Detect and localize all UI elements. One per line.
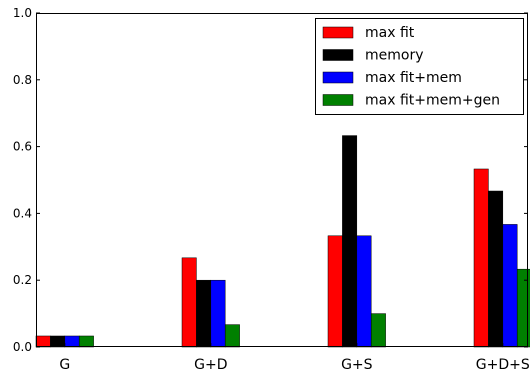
y-tick-label: 0.0: [13, 340, 32, 354]
legend-label: max fit: [365, 25, 415, 41]
bar-max-fit-mem-gen-g-d: [224, 324, 240, 348]
bar-memory-g-d: [196, 279, 212, 348]
y-tick-label: 1.0: [13, 6, 32, 20]
x-axis: G G+D G+S G+D+S: [59, 343, 530, 373]
bar-max-fit-g-d: [181, 257, 197, 348]
bar-max-fit-mem-g: [64, 335, 80, 348]
bar-max-fit-mem-gen-g-s: [370, 313, 386, 348]
bar-max-fit-mem-g-d: [210, 279, 226, 348]
y-axis: 0.0 0.2 0.4 0.6 0.8 1.0: [13, 6, 528, 354]
bar-max-fit-g-d-s: [473, 168, 489, 348]
x-tick-label: G+D+S: [476, 357, 530, 373]
legend-swatch: [322, 26, 354, 39]
y-tick-label: 0.4: [13, 206, 32, 220]
bars-layer: [35, 135, 530, 348]
legend-label: memory: [365, 48, 424, 64]
bar-max-fit-mem-g-s: [356, 235, 372, 348]
legend-swatch: [322, 94, 354, 106]
bar-max-fit-g: [35, 335, 51, 348]
bar-memory-g-d-s: [488, 190, 504, 348]
bar-memory-g: [50, 335, 66, 348]
bar-max-fit-mem-gen-g-d-s: [516, 268, 530, 348]
legend-swatch: [322, 49, 354, 61]
legend-swatch: [322, 71, 354, 84]
x-tick-label: G+D: [194, 357, 227, 373]
x-tick-label: G+S: [341, 357, 373, 373]
bar-max-fit-mem-gen-g: [78, 335, 94, 348]
legend: max fit memory max fit+mem max fit+mem+gen: [315, 18, 524, 115]
legend-label: max fit+mem: [365, 70, 462, 86]
bar-max-fit-g-s: [327, 235, 343, 348]
y-tick-label: 0.8: [13, 73, 32, 87]
x-tick-label: G: [59, 357, 70, 373]
legend-label: max fit+mem+gen: [365, 93, 500, 109]
bar-memory-g-s: [342, 135, 358, 348]
y-tick-label: 0.2: [13, 273, 32, 287]
bar-max-fit-mem-g-d-s: [502, 224, 518, 348]
plot-frame: [36, 13, 528, 347]
y-tick-label: 0.6: [13, 140, 32, 154]
